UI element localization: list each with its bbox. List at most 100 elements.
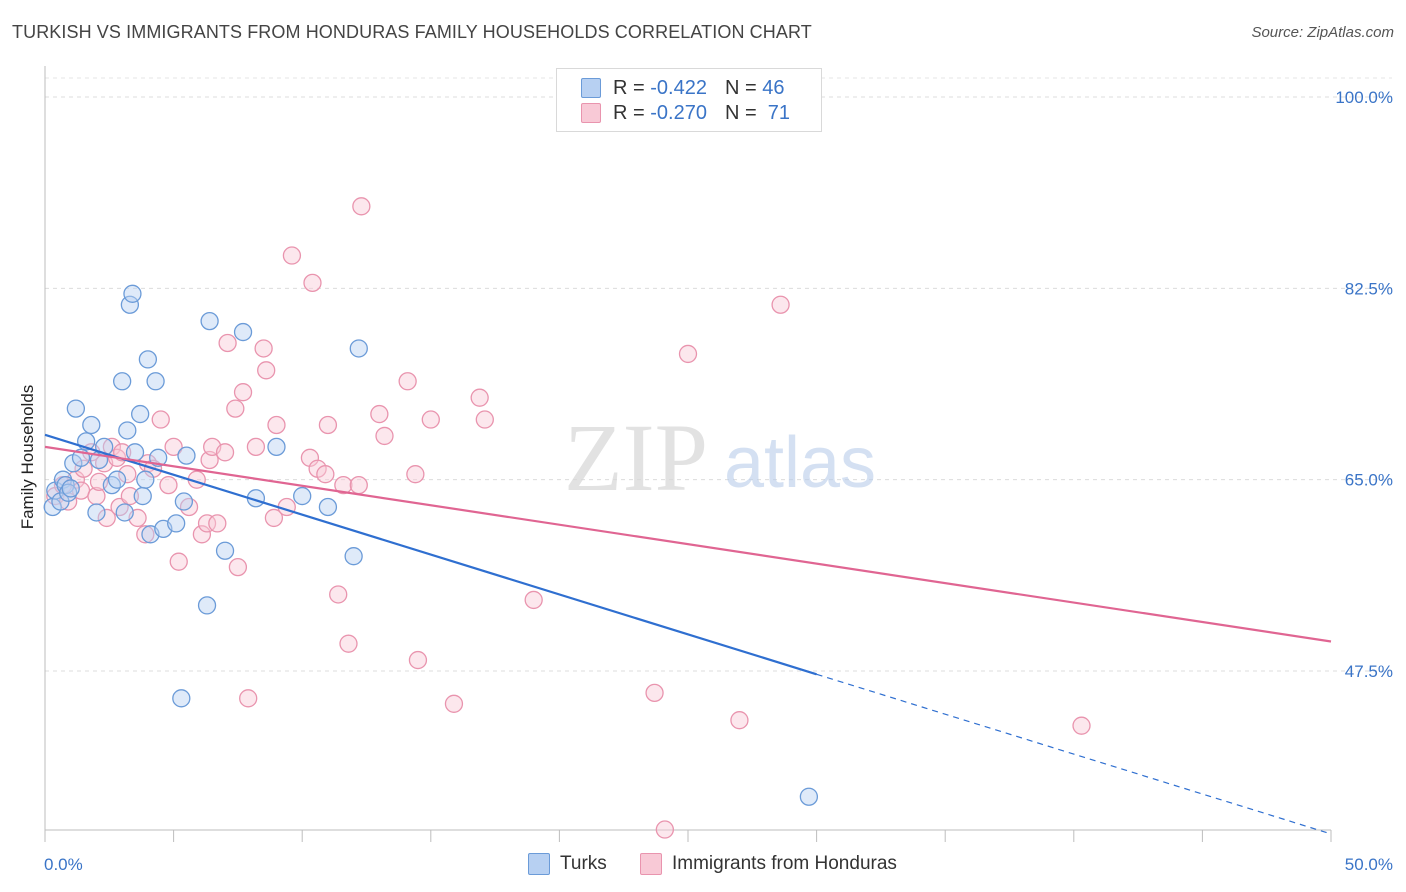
honduras-r-label: R = (613, 101, 645, 124)
honduras-point (233, 383, 253, 402)
honduras-point (197, 514, 217, 533)
honduras-point (97, 508, 116, 528)
honduras-point (370, 404, 389, 424)
turks-point (197, 596, 217, 615)
turks-point (293, 486, 312, 506)
legend-row-turks: R = -0.422 N = 46 (581, 76, 784, 100)
honduras-point (470, 388, 489, 407)
honduras-point (226, 399, 245, 418)
honduras-point (254, 339, 273, 358)
legend-item-honduras: Immigrants from Honduras (640, 852, 897, 876)
honduras-point (246, 437, 266, 457)
turks-r-label: R = (613, 76, 645, 99)
honduras-point (316, 465, 335, 484)
honduras-point (151, 410, 170, 429)
honduras-point (398, 372, 417, 391)
series-honduras-points (46, 197, 1091, 839)
turks-point (233, 322, 253, 342)
honduras-point (375, 426, 394, 446)
chart-title: TURKISH VS IMMIGRANTS FROM HONDURAS FAMI… (12, 22, 812, 42)
honduras-n-label: N = (724, 101, 757, 124)
legend-turks-swatch (528, 853, 550, 875)
honduras-point (136, 525, 155, 544)
turks-point (200, 311, 219, 331)
honduras-point (118, 465, 137, 484)
honduras-point (524, 590, 543, 610)
turks-point (102, 475, 122, 495)
turks-point (174, 492, 194, 511)
y-tick-label: 82.5% (1345, 279, 1393, 298)
turks-point (167, 514, 186, 533)
honduras-point (120, 486, 140, 506)
honduras-point (339, 634, 358, 653)
honduras-point (303, 273, 322, 293)
turks-n-label: N = (724, 76, 757, 99)
honduras-point (192, 525, 212, 544)
trend-lines (44, 433, 1332, 835)
honduras-point (408, 650, 428, 670)
axes (44, 66, 1332, 842)
x-tick-label-max: 50.0% (1345, 855, 1393, 874)
honduras-r-value: -0.270 (650, 101, 707, 124)
watermark-zip: ZIP (564, 404, 708, 511)
honduras-point (282, 246, 302, 265)
tick-labels: 47.5% 65.0% 82.5% 100.0% 0.0% 50.0% (44, 88, 1393, 874)
turks-point (113, 372, 132, 391)
turks-n-value: 46 (762, 76, 785, 99)
turks-point (215, 541, 235, 560)
turks-point (146, 372, 165, 391)
honduras-point (215, 443, 235, 462)
legend-honduras-swatch (640, 853, 662, 875)
honduras-point (655, 820, 675, 839)
turks-point (344, 547, 363, 566)
honduras-point (730, 711, 749, 730)
honduras-point (264, 508, 284, 528)
honduras-n-value: 71 (767, 101, 791, 124)
honduras-point (169, 552, 188, 571)
honduras-point (267, 415, 286, 435)
turks-point (267, 437, 286, 457)
honduras-point (228, 557, 248, 577)
honduras-point (349, 475, 368, 495)
honduras-swatch (581, 103, 601, 123)
turks-point (172, 689, 191, 708)
turks-point (115, 503, 134, 522)
honduras-point (1072, 716, 1091, 735)
honduras-trend-line (44, 445, 1332, 643)
turks-point (82, 415, 101, 435)
honduras-point (257, 361, 276, 380)
watermark: ZIP atlas (564, 404, 876, 511)
honduras-point (475, 410, 494, 429)
y-tick-label: 65.0% (1345, 471, 1393, 490)
honduras-point (164, 437, 183, 457)
y-axis-label: Family Households (18, 384, 37, 530)
x-tick-label-min: 0.0% (44, 855, 83, 874)
honduras-point (159, 475, 178, 495)
turks-point (87, 503, 106, 522)
honduras-point (74, 459, 93, 478)
legend-item-turks: Turks (528, 852, 607, 876)
turks-r-value: -0.422 (650, 76, 707, 99)
turks-point (133, 486, 152, 506)
honduras-point (406, 465, 425, 484)
grid-lines (45, 77, 1392, 672)
turks-point (120, 295, 140, 314)
watermark-atlas: atlas (724, 423, 876, 503)
turks-point (131, 404, 150, 424)
honduras-point (218, 333, 237, 353)
honduras-point (329, 585, 348, 604)
honduras-point (318, 415, 338, 435)
series-turks-points (43, 284, 819, 806)
turks-point (66, 399, 86, 418)
legend-honduras-label: Immigrants from Honduras (672, 853, 897, 874)
turks-trend-line (44, 433, 817, 676)
turks-trend-extension (816, 673, 1332, 835)
turks-point (118, 421, 137, 440)
honduras-point (239, 689, 258, 708)
stats-legend: R = -0.422 N = 46 R = -0.270 N = 71 (556, 68, 822, 132)
y-tick-label: 47.5% (1345, 662, 1393, 681)
turks-point (107, 470, 127, 489)
source-label: Source: ZipAtlas.com (1251, 24, 1394, 41)
honduras-point (421, 410, 440, 429)
